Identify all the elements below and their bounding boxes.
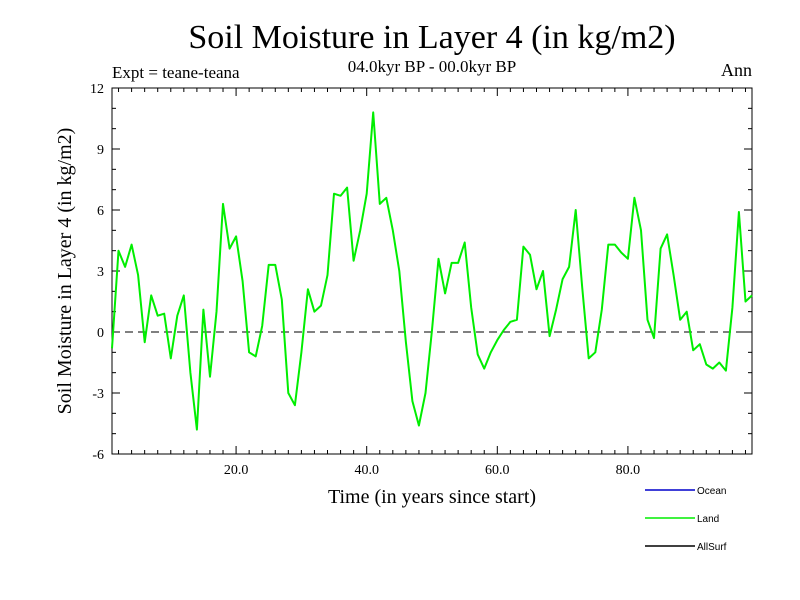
x-tick-label: 20.0 (224, 463, 249, 478)
plot-frame (111, 87, 753, 455)
series-line-land (111, 111, 753, 431)
x-axis-label: Time (in years since start) (328, 486, 536, 508)
x-tick-label: 60.0 (485, 463, 510, 478)
y-tick-label: 6 (97, 204, 104, 219)
y-tick-label: 9 (97, 143, 104, 158)
axis-ticks: -6 -3 0 3 6 9 12 20.0 40.0 60.0 80.0 (90, 82, 752, 478)
legend-label-allsurf: AllSurf (697, 542, 727, 553)
y-axis-label: Soil Moisture in Layer 4 (in kg/m2) (54, 128, 76, 415)
legend: Ocean Land AllSurf (645, 486, 727, 553)
series-group (111, 111, 753, 431)
x-tick-label: 40.0 (354, 463, 379, 478)
legend-label-ocean: Ocean (697, 486, 726, 497)
x-tick-label: 80.0 (616, 463, 641, 478)
y-tick-label: 0 (97, 326, 104, 341)
y-tick-label: -3 (92, 387, 104, 402)
y-tick-label: -6 (92, 448, 104, 463)
experiment-label: Expt = teane-teana (112, 63, 240, 82)
y-tick-label: 12 (90, 82, 104, 97)
legend-label-land: Land (697, 514, 719, 525)
period-label: Ann (721, 60, 752, 80)
chart-subtitle: 04.0kyr BP - 00.0kyr BP (348, 57, 516, 76)
y-tick-label: 3 (97, 265, 104, 280)
chart-title: Soil Moisture in Layer 4 (in kg/m2) (188, 19, 675, 56)
